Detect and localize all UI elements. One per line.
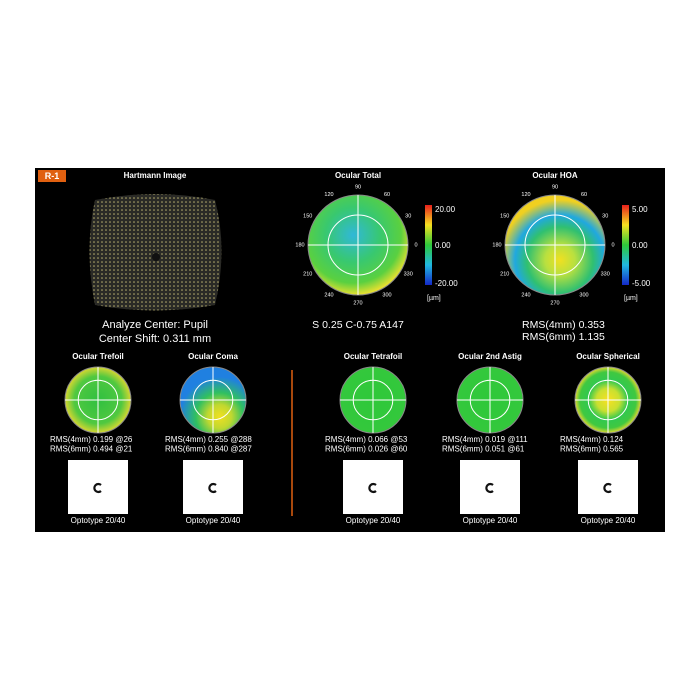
badge-box xyxy=(38,170,66,182)
map-title: Ocular HOA xyxy=(532,171,578,180)
color-bar xyxy=(622,205,629,285)
angle-label: 30 xyxy=(602,213,608,219)
term-rms: RMS(4mm) 0.066 @53 xyxy=(325,435,408,444)
scale-unit: [µm] xyxy=(624,295,638,302)
angle-label: 330 xyxy=(601,271,610,277)
angle-label: 300 xyxy=(579,293,588,299)
term-title: Ocular 2nd Astig xyxy=(458,352,522,361)
term-title: Ocular Tetrafoil xyxy=(344,352,403,361)
optotype-box xyxy=(343,460,403,514)
optotype-box xyxy=(68,460,128,514)
angle-label: 150 xyxy=(303,213,312,219)
optotype-label: Optotype 20/40 xyxy=(463,516,518,525)
angle-label: 150 xyxy=(500,213,509,219)
scale-label: 20.00 xyxy=(435,205,456,214)
optotype-label: Optotype 20/40 xyxy=(71,516,126,525)
scale-label: 0.00 xyxy=(632,241,648,250)
term-rms: RMS(6mm) 0.565 xyxy=(560,445,624,454)
optotype-c xyxy=(208,482,217,494)
scale-label: -5.00 xyxy=(632,279,651,288)
color-bar xyxy=(425,205,432,285)
scale-unit: [µm] xyxy=(427,295,441,302)
angle-label: 60 xyxy=(581,192,587,198)
angle-label: 90 xyxy=(552,184,558,190)
term-title: Ocular Coma xyxy=(188,352,238,361)
scale-label: 0.00 xyxy=(435,241,451,250)
angle-label: 60 xyxy=(384,192,390,198)
optotype-label: Optotype 20/40 xyxy=(581,516,636,525)
angle-label: 0 xyxy=(611,242,614,248)
angle-label: 210 xyxy=(303,271,312,277)
angle-label: 240 xyxy=(324,293,333,299)
term-rms: RMS(4mm) 0.124 xyxy=(560,435,624,444)
angle-label: 0 xyxy=(414,242,417,248)
term-rms: RMS(6mm) 0.494 @21 xyxy=(50,445,133,454)
angle-label: 180 xyxy=(492,242,501,248)
hartmann-center xyxy=(152,253,160,261)
term-rms: RMS(6mm) 0.840 @287 xyxy=(165,445,252,454)
map-line: RMS(6mm) 1.135 xyxy=(522,331,605,343)
optotype-c xyxy=(368,482,377,494)
angle-label: 30 xyxy=(405,213,411,219)
hartmann-line: Center Shift: 0.311 mm xyxy=(99,333,211,345)
angle-label: 330 xyxy=(404,271,413,277)
optotype-box xyxy=(460,460,520,514)
optotype-label: Optotype 20/40 xyxy=(346,516,401,525)
optotype-box xyxy=(578,460,638,514)
term-rms: RMS(4mm) 0.019 @111 xyxy=(442,435,528,444)
angle-label: 240 xyxy=(521,293,530,299)
term-title: Ocular Trefoil xyxy=(72,352,124,361)
optotype-c xyxy=(93,482,102,494)
angle-label: 180 xyxy=(295,242,304,248)
angle-label: 210 xyxy=(500,271,509,277)
badge: R-1 xyxy=(45,171,60,181)
angle-label: 90 xyxy=(355,184,361,190)
hartmann-line: Analyze Center: Pupil xyxy=(102,319,208,331)
map-line: S 0.25 C-0.75 A147 xyxy=(312,319,404,331)
optotype-box xyxy=(183,460,243,514)
optotype-label: Optotype 20/40 xyxy=(186,516,241,525)
map-line: RMS(4mm) 0.353 xyxy=(522,319,605,331)
term-title: Ocular Spherical xyxy=(576,352,640,361)
map-title: Ocular Total xyxy=(335,171,381,180)
hartmann-image xyxy=(89,194,222,311)
term-rms: RMS(6mm) 0.026 @60 xyxy=(325,445,408,454)
angle-label: 120 xyxy=(324,192,333,198)
angle-label: 120 xyxy=(521,192,530,198)
scale-label: 5.00 xyxy=(632,205,648,214)
term-rms: RMS(6mm) 0.051 @61 xyxy=(442,445,525,454)
optotype-c xyxy=(603,482,612,494)
angle-label: 270 xyxy=(353,300,362,306)
scale-label: -20.00 xyxy=(435,279,458,288)
angle-label: 270 xyxy=(550,300,559,306)
optotype-c xyxy=(485,482,494,494)
hartmann-title: Hartmann Image xyxy=(124,171,187,180)
term-rms: RMS(4mm) 0.199 @26 xyxy=(50,435,133,444)
angle-label: 300 xyxy=(382,293,391,299)
term-rms: RMS(4mm) 0.255 @288 xyxy=(165,435,252,444)
